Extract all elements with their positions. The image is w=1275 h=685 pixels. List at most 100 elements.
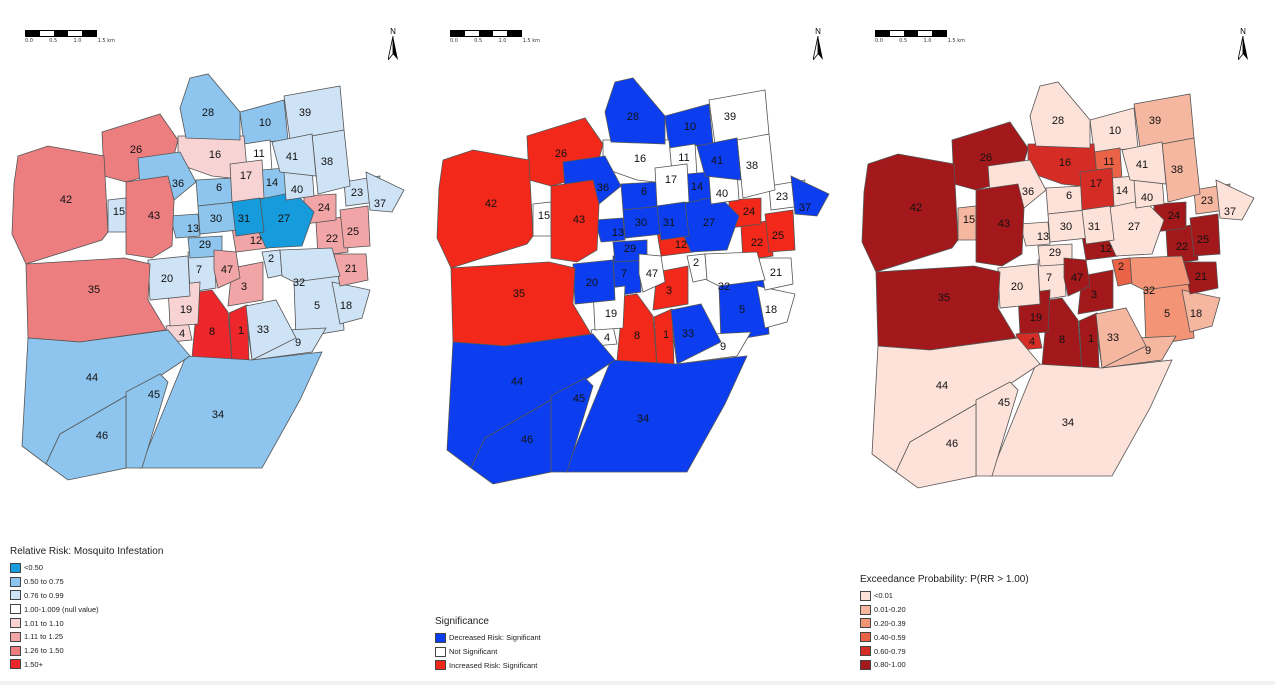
legend-label: 1.01 to 1.10 (24, 618, 64, 628)
region-46 (470, 399, 552, 485)
labels-layer: 1234567891011121314151617181920212223242… (910, 115, 1236, 450)
legend-item: 0.80-1.00 (860, 658, 1029, 672)
legend-swatch (435, 646, 446, 657)
region-label: 32 (1143, 285, 1155, 297)
legend-label: 0.01-0.20 (874, 605, 906, 615)
region-39 (1133, 93, 1195, 149)
legend-relative-risk: Relative Risk: Mosquito Infestation <0.5… (10, 546, 163, 671)
region-label: 41 (711, 155, 723, 167)
region-label: 8 (1059, 334, 1065, 346)
region-31 (656, 201, 690, 241)
region-label: 1 (1088, 333, 1094, 345)
region-label: 12 (1100, 243, 1112, 255)
region-43 (975, 183, 1025, 267)
legend-label: Increased Risk: Significant (449, 660, 538, 670)
region-label: 17 (1090, 178, 1102, 190)
region-label: 39 (299, 107, 311, 119)
region-label: 46 (96, 430, 108, 442)
region-46 (895, 403, 977, 489)
scale-tick: 1.5 km (522, 38, 540, 44)
region-13 (169, 213, 201, 239)
labels-layer: 1234567891011121314151617181920212223242… (60, 107, 386, 442)
region-label: 35 (88, 284, 100, 296)
legend-swatch (10, 659, 21, 670)
region-label: 14 (1116, 185, 1128, 197)
region-label: 32 (718, 281, 730, 293)
choropleth-map-exceedance: 1234567891011121314151617181920212223242… (861, 81, 1255, 489)
region-label: 13 (612, 227, 624, 239)
legend-swatch (10, 645, 21, 656)
scale-tick: 1.0 (498, 38, 507, 44)
region-label: 18 (340, 300, 352, 312)
region-label: 23 (776, 191, 788, 203)
region-label: 4 (179, 328, 185, 340)
region-label: 6 (641, 186, 647, 198)
region-label: 38 (321, 156, 333, 168)
region-label: 22 (1176, 241, 1188, 253)
legend-label: 1.50+ (24, 659, 43, 669)
scale-tick: 0.5 (474, 38, 483, 44)
region-label: 7 (621, 268, 627, 280)
region-label: 41 (1136, 159, 1148, 171)
region-label: 32 (293, 277, 305, 289)
scale-tick: 0.0 (25, 38, 33, 44)
north-label: N (390, 27, 396, 36)
region-label: 38 (746, 160, 758, 172)
legend-swatch (10, 576, 21, 587)
scale-tick: 1.0 (923, 38, 932, 44)
scale-tick: 0.5 (49, 38, 58, 44)
region-label: 12 (675, 239, 687, 251)
region-28 (179, 73, 241, 141)
region-37 (365, 171, 405, 213)
region-label: 45 (148, 389, 160, 401)
region-label: 8 (634, 330, 640, 342)
region-32 (704, 251, 766, 287)
legend-label: 0.76 to 0.99 (24, 590, 64, 600)
region-label: 30 (635, 217, 647, 229)
region-label: 35 (513, 288, 525, 300)
region-label: 5 (314, 300, 320, 312)
region-label: 20 (161, 273, 173, 285)
scale-tick: 0.0 (875, 38, 883, 44)
region-13 (594, 217, 626, 243)
legend-item: 1.11 to 1.25 (10, 630, 163, 644)
region-20 (572, 259, 616, 305)
north-arrow-icon (388, 36, 398, 60)
region-label: 18 (765, 304, 777, 316)
region-32 (279, 247, 341, 283)
region-label: 11 (1103, 156, 1114, 168)
region-47 (1063, 257, 1091, 297)
region-label: 5 (739, 304, 745, 316)
region-label: 31 (663, 217, 675, 229)
region-label: 14 (266, 177, 278, 189)
region-label: 30 (210, 213, 222, 225)
legend-item: 0.60-0.79 (860, 644, 1029, 658)
region-label: 33 (1107, 332, 1119, 344)
region-label: 11 (678, 152, 689, 164)
region-label: 13 (1037, 231, 1049, 243)
region-label: 40 (716, 188, 728, 200)
legend-label: 0.50 to 0.75 (24, 577, 64, 587)
legend-swatch (860, 632, 871, 643)
region-label: 43 (998, 218, 1010, 230)
region-label: 31 (238, 213, 250, 225)
region-label: 33 (682, 328, 694, 340)
region-46 (45, 395, 127, 481)
legend-item: 0.50 to 0.75 (10, 575, 163, 589)
region-label: 42 (910, 202, 922, 214)
region-label: 34 (1062, 417, 1074, 429)
region-label: 45 (573, 393, 585, 405)
region-label: 18 (1190, 308, 1202, 320)
legend-label: <0.50 (24, 563, 43, 573)
legend-item: 1.01 to 1.10 (10, 616, 163, 630)
region-label: 25 (1197, 234, 1209, 246)
region-42 (11, 145, 109, 265)
region-label: 29 (199, 239, 211, 251)
region-label: 3 (666, 285, 672, 297)
region-39 (283, 85, 345, 141)
region-label: 31 (1088, 221, 1100, 233)
region-label: 9 (1145, 345, 1151, 357)
region-42 (861, 153, 959, 273)
legend-swatch (860, 590, 871, 601)
region-label: 17 (665, 174, 677, 186)
